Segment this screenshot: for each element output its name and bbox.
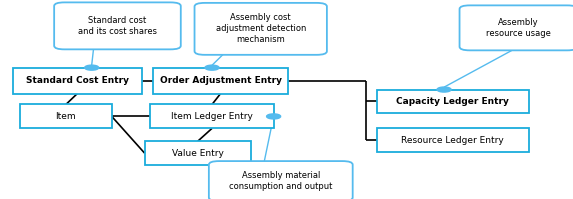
FancyBboxPatch shape [54, 2, 181, 49]
Bar [150, 104, 274, 128]
Bar [13, 68, 142, 94]
Bar [144, 141, 250, 165]
Circle shape [437, 87, 451, 92]
FancyBboxPatch shape [195, 3, 327, 55]
Text: Resource Ledger Entry: Resource Ledger Entry [401, 136, 504, 145]
Text: Item Ledger Entry: Item Ledger Entry [171, 112, 253, 121]
Text: Standard Cost Entry: Standard Cost Entry [26, 76, 129, 85]
FancyBboxPatch shape [460, 5, 573, 50]
FancyBboxPatch shape [209, 161, 352, 199]
Text: Standard cost
and its cost shares: Standard cost and its cost shares [78, 16, 157, 36]
Text: Order Adjustment Entry: Order Adjustment Entry [160, 76, 281, 85]
Text: Capacity Ledger Entry: Capacity Ledger Entry [397, 97, 509, 106]
Text: Value Entry: Value Entry [172, 149, 223, 158]
Circle shape [267, 114, 281, 119]
Text: Assembly cost
adjustment detection
mechanism: Assembly cost adjustment detection mecha… [215, 13, 306, 44]
Circle shape [85, 65, 99, 70]
Text: Assembly material
consumption and output: Assembly material consumption and output [229, 171, 332, 191]
Bar [154, 68, 288, 94]
Bar [377, 90, 528, 113]
Bar [377, 128, 528, 152]
Circle shape [205, 65, 219, 70]
Text: Item: Item [56, 112, 76, 121]
Bar [20, 104, 112, 128]
Text: Assembly
resource usage: Assembly resource usage [486, 18, 551, 38]
